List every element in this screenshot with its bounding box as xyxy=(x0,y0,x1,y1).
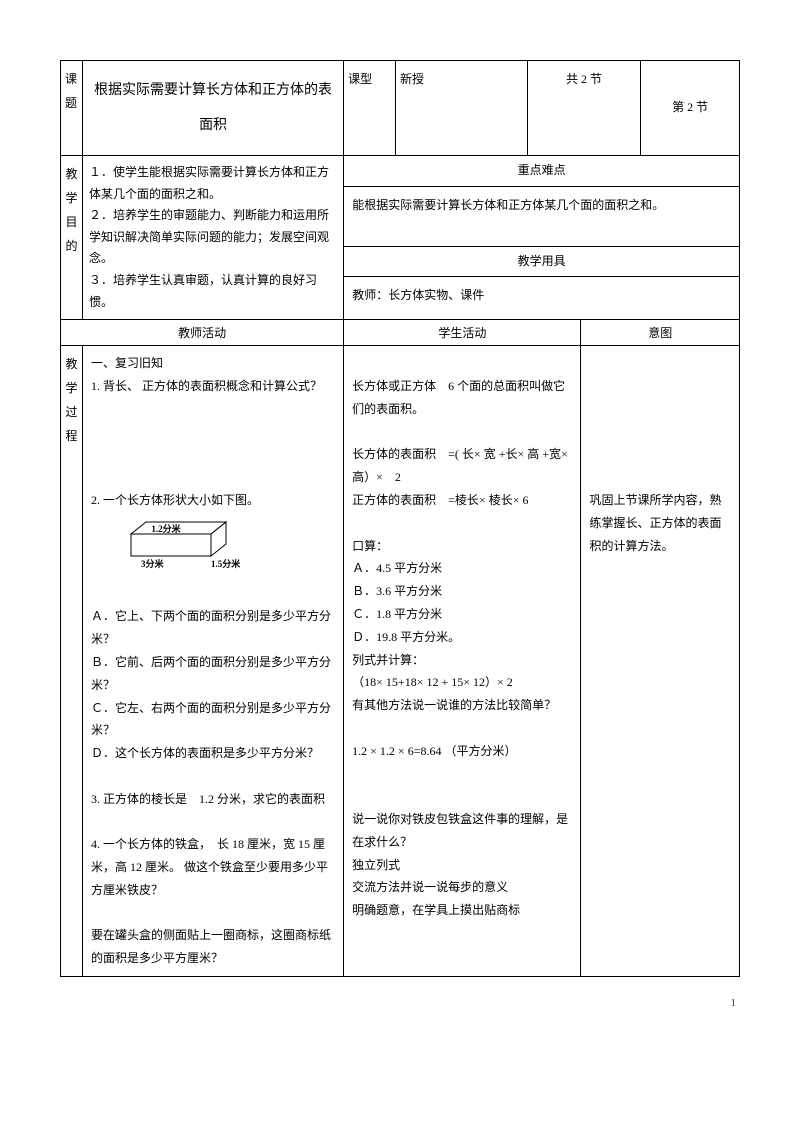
goals-label: 教学目的 xyxy=(61,156,83,319)
lesson-plan-table: 课题 根据实际需要计算长方体和正方体的表面积 课型 新授 共 2 节 第 2 节… xyxy=(60,60,740,977)
process-label: 教学过程 xyxy=(61,346,83,976)
goals-content: １．使学生能根据实际需要计算长方体和正方体某几个面的面积之和。 ２．培养学生的审… xyxy=(83,156,344,319)
col-teacher: 教师活动 xyxy=(61,320,344,345)
goals-right: 重点难点 能根据实际需要计算长方体和正方体某几个面的面积之和。 教学用具 教师：… xyxy=(344,156,739,319)
topic-title: 根据实际需要计算长方体和正方体的表面积 xyxy=(83,61,344,155)
teacher-activity: 一、复习旧知 1. 背长、 正方体的表面积概念和计算公式？ 2. 一个长方体形状… xyxy=(83,346,344,976)
svg-text:1.2分米: 1.2分米 xyxy=(151,523,181,534)
intent-col: 巩固上节课所学内容，熟练掌握长、正方体的表面积的计算方法。 xyxy=(581,346,739,976)
section-number: 第 2 节 xyxy=(641,61,739,155)
student-activity: 长方体或正方体 6 个面的总面积叫做它们的表面积。 长方体的表面积 =( 长× … xyxy=(344,346,581,976)
col-student: 学生活动 xyxy=(344,320,581,345)
difficulty-content: 能根据实际需要计算长方体和正方体某几个面的面积之和。 xyxy=(344,187,739,247)
process-body: 教学过程 一、复习旧知 1. 背长、 正方体的表面积概念和计算公式？ 2. 一个… xyxy=(61,346,739,976)
type-label: 课型 xyxy=(344,61,396,155)
tools-content: 教师：长方体实物、课件 xyxy=(344,277,739,319)
page-number: 1 xyxy=(60,977,740,1009)
header-row: 课题 根据实际需要计算长方体和正方体的表面积 课型 新授 共 2 节 第 2 节 xyxy=(61,61,739,156)
topic-label: 课题 xyxy=(61,61,83,155)
tools-label: 教学用具 xyxy=(344,247,739,278)
cuboid-diagram: 1.2分米 3分米 1.5分米 xyxy=(111,516,335,579)
goals-row: 教学目的 １．使学生能根据实际需要计算长方体和正方体某几个面的面积之和。 ２．培… xyxy=(61,156,739,320)
total-sections: 共 2 节 xyxy=(528,61,642,155)
svg-text:1.5分米: 1.5分米 xyxy=(211,558,241,569)
type-value: 新授 xyxy=(396,61,528,155)
col-intent: 意图 xyxy=(581,320,739,345)
process-header: 教师活动 学生活动 意图 xyxy=(61,320,739,346)
difficulty-label: 重点难点 xyxy=(344,156,739,187)
svg-text:3分米: 3分米 xyxy=(141,558,165,569)
